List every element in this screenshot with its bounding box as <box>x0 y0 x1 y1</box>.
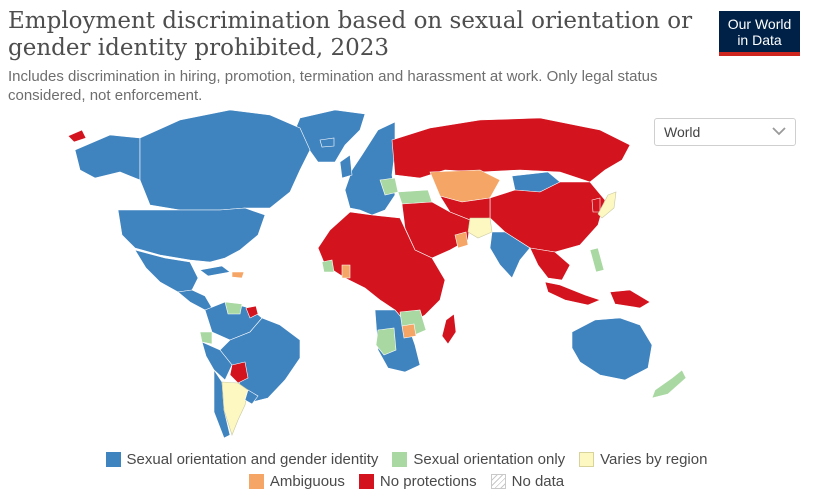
region-madagascar[interactable] <box>441 313 457 345</box>
legend-item-no-data[interactable]: No data <box>490 472 565 490</box>
legend-swatch-both <box>105 451 121 467</box>
region-iceland[interactable] <box>319 137 335 148</box>
region-korea[interactable] <box>591 197 601 213</box>
region-canada[interactable] <box>139 109 311 211</box>
legend-row-1: Sexual orientation and gender identity S… <box>0 448 813 470</box>
owid-logo[interactable]: Our World in Data <box>719 11 800 56</box>
region-west-africa-green[interactable] <box>321 259 335 273</box>
world-map <box>67 109 687 439</box>
region-pakistan[interactable] <box>467 217 493 239</box>
legend-label-both: Sexual orientation and gender identity <box>126 450 379 468</box>
region-ecuador[interactable] <box>199 331 213 345</box>
region-central-south-africa[interactable] <box>374 309 421 373</box>
region-paraguay[interactable] <box>229 361 249 384</box>
region-peru-bolivia[interactable] <box>201 341 233 381</box>
legend-item-varies[interactable]: Varies by region <box>579 451 707 468</box>
region-philippines[interactable] <box>589 247 605 273</box>
legend-item-ambiguous[interactable]: Ambiguous <box>248 472 345 490</box>
region-guyana[interactable] <box>245 305 259 319</box>
legend-swatch-ambiguous <box>248 473 264 489</box>
chart-title: Employment discrimination based on sexua… <box>8 8 693 61</box>
region-west-africa-orange[interactable] <box>341 264 351 279</box>
region-southern-green-1[interactable] <box>375 327 397 356</box>
region-argentina[interactable] <box>221 381 249 436</box>
region-russia[interactable] <box>391 117 631 183</box>
region-png[interactable] <box>609 289 651 309</box>
region-select-value: World <box>664 124 701 140</box>
region-uruguay[interactable] <box>244 389 259 405</box>
logo-line-1: Our World <box>727 16 792 32</box>
region-turkey[interactable] <box>397 189 433 205</box>
legend-item-both[interactable]: Sexual orientation and gender identity <box>105 450 379 468</box>
region-uk[interactable] <box>339 154 353 179</box>
region-australia[interactable] <box>571 317 653 381</box>
legend-label-ambiguous: Ambiguous <box>269 472 345 490</box>
region-alaska[interactable] <box>74 134 141 181</box>
legend-swatch-no-protections <box>358 473 374 489</box>
legend-swatch-varies <box>579 451 595 467</box>
region-venezuela-green[interactable] <box>224 301 243 315</box>
region-japan[interactable] <box>597 191 617 219</box>
region-cuba[interactable] <box>199 265 231 277</box>
legend-label-varies: Varies by region <box>600 450 708 468</box>
legend-row-2: Ambiguous No protections No data <box>0 470 813 492</box>
region-europe[interactable] <box>344 121 396 216</box>
region-indonesia[interactable] <box>544 281 601 306</box>
legend-item-no-protections[interactable]: No protections <box>358 472 477 490</box>
region-zambia-orange[interactable] <box>401 323 417 339</box>
region-oman[interactable] <box>454 231 469 249</box>
legend-label-orientation-only: Sexual orientation only <box>413 450 566 468</box>
region-select[interactable]: World <box>654 118 796 146</box>
region-se-asia[interactable] <box>529 247 571 281</box>
region-india[interactable] <box>489 231 531 279</box>
chevron-down-icon <box>772 127 786 136</box>
region-new-zealand[interactable] <box>651 369 687 399</box>
chart-subtitle: Includes discrimination in hiring, promo… <box>8 68 658 104</box>
legend-label-no-data: No data <box>511 472 565 490</box>
region-usa[interactable] <box>117 207 266 263</box>
legend: Sexual orientation and gender identity S… <box>0 448 813 492</box>
legend-item-orientation-only[interactable]: Sexual orientation only <box>392 451 565 468</box>
legend-label-no-protections: No protections <box>379 472 477 490</box>
region-chukotka[interactable] <box>67 129 87 143</box>
region-north-africa[interactable] <box>317 211 446 326</box>
legend-swatch-orientation-only <box>392 451 408 467</box>
legend-swatch-no-data <box>490 473 506 489</box>
region-hispaniola[interactable] <box>231 271 245 279</box>
logo-line-2: in Data <box>737 32 782 48</box>
region-central-america[interactable] <box>177 289 213 311</box>
